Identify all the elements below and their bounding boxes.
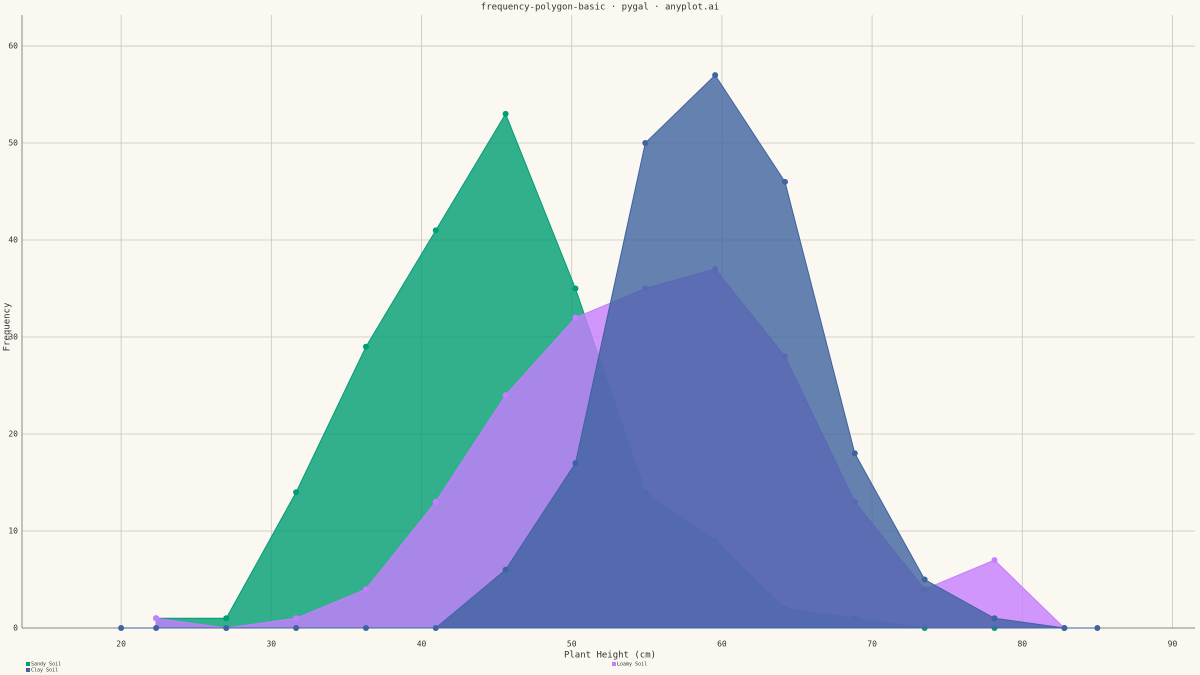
x-axis-label: Plant Height (cm)	[564, 651, 656, 661]
point	[223, 625, 230, 631]
y-tick-label: 10	[8, 527, 18, 536]
point	[572, 314, 579, 321]
point	[153, 625, 160, 631]
point	[502, 110, 509, 117]
y-axis-label: Frequency	[3, 302, 13, 351]
point	[362, 343, 369, 350]
point	[642, 140, 649, 147]
x-tick-label: 90	[1168, 640, 1178, 649]
y-tick-label: 20	[8, 430, 18, 439]
legend-swatch	[612, 662, 616, 666]
x-tick-label: 50	[567, 640, 577, 649]
y-tick-label: 50	[8, 139, 18, 148]
x-tick-label: 30	[266, 640, 276, 649]
point	[362, 586, 369, 593]
point	[432, 227, 439, 234]
x-tick-label: 20	[116, 640, 126, 649]
point	[1061, 625, 1068, 631]
point	[502, 566, 509, 573]
point	[851, 450, 858, 457]
x-tick-label: 80	[1017, 640, 1027, 649]
y-tick-label: 40	[8, 236, 18, 245]
legend-swatch	[26, 662, 30, 666]
point	[362, 625, 369, 631]
point	[572, 285, 579, 292]
legend-swatch	[26, 668, 30, 672]
point	[921, 576, 928, 583]
point	[432, 625, 439, 631]
point	[153, 615, 160, 622]
x-tick-label: 40	[417, 640, 427, 649]
legend-label: Sandy Soil	[31, 662, 61, 668]
point	[572, 460, 579, 467]
point	[223, 615, 230, 622]
point	[293, 625, 300, 631]
x-tick-label: 70	[867, 640, 877, 649]
y-tick-label: 60	[8, 42, 18, 51]
y-tick-label: 30	[8, 333, 18, 342]
x-tick-label: 60	[717, 640, 727, 649]
legend-label: Clay Soil	[31, 668, 58, 674]
legend-label: Loamy Soil	[617, 662, 647, 668]
point	[1094, 625, 1101, 631]
point	[781, 178, 788, 185]
point	[991, 557, 998, 564]
point	[293, 489, 300, 496]
chart-title: frequency-polygon-basic · pygal · anyplo…	[481, 3, 719, 13]
y-tick-label: 0	[13, 624, 18, 633]
point	[502, 392, 509, 399]
point	[991, 615, 998, 622]
point	[118, 625, 125, 631]
point	[712, 72, 719, 79]
point	[432, 498, 439, 505]
point	[293, 615, 300, 622]
